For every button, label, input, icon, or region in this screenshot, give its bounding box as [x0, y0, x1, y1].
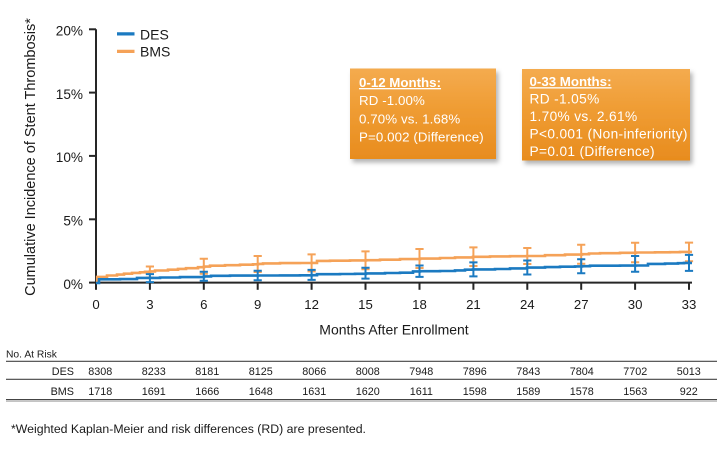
svg-text:8008: 8008 [356, 366, 380, 378]
svg-text:20%: 20% [56, 24, 83, 39]
svg-text:1563: 1563 [623, 386, 647, 398]
svg-text:5%: 5% [63, 214, 83, 229]
svg-text:1.70% vs. 2.61%: 1.70% vs. 2.61% [530, 109, 638, 124]
svg-text:18: 18 [412, 297, 427, 312]
svg-text:1718: 1718 [88, 386, 112, 398]
svg-text:10%: 10% [56, 150, 83, 165]
svg-text:Months After Enrollment: Months After Enrollment [319, 322, 469, 338]
svg-text:1611: 1611 [410, 386, 433, 398]
svg-text:*Weighted Kaplan-Meier and ris: *Weighted Kaplan-Meier and risk differen… [11, 422, 366, 436]
svg-text:RD -1.00%: RD -1.00% [359, 93, 425, 108]
svg-text:1631: 1631 [302, 386, 326, 398]
svg-text:8066: 8066 [302, 366, 326, 378]
svg-text:15: 15 [358, 297, 373, 312]
svg-text:BMS: BMS [140, 43, 170, 59]
svg-text:Cumulative Incidence of Stent: Cumulative Incidence of Stent Thrombosis… [23, 18, 39, 296]
svg-text:0%: 0% [63, 277, 83, 292]
svg-text:7896: 7896 [463, 366, 487, 378]
svg-text:7804: 7804 [570, 366, 594, 378]
svg-text:1578: 1578 [570, 386, 594, 398]
svg-text:0-33 Months:: 0-33 Months: [530, 74, 612, 89]
svg-text:DES: DES [140, 26, 169, 42]
svg-text:24: 24 [520, 297, 535, 312]
svg-text:30: 30 [628, 297, 643, 312]
svg-text:7702: 7702 [623, 366, 647, 378]
svg-text:8181: 8181 [195, 366, 219, 378]
svg-text:12: 12 [304, 297, 319, 312]
svg-text:DES: DES [52, 366, 74, 378]
svg-text:0: 0 [92, 297, 99, 312]
svg-text:27: 27 [574, 297, 589, 312]
svg-text:1666: 1666 [195, 386, 219, 398]
svg-text:0.70% vs. 1.68%: 0.70% vs. 1.68% [359, 111, 460, 126]
svg-text:7843: 7843 [516, 366, 540, 378]
svg-text:1620: 1620 [356, 386, 380, 398]
svg-text:P=0.002 (Difference): P=0.002 (Difference) [359, 130, 484, 145]
svg-text:33: 33 [682, 297, 697, 312]
svg-text:922: 922 [680, 386, 698, 398]
svg-text:8233: 8233 [142, 366, 166, 378]
svg-text:1691: 1691 [142, 386, 166, 398]
svg-text:21: 21 [466, 297, 481, 312]
svg-text:15%: 15% [56, 87, 83, 102]
svg-text:1648: 1648 [249, 386, 273, 398]
svg-text:9: 9 [254, 297, 261, 312]
svg-text:0-12 Months:: 0-12 Months: [359, 75, 441, 90]
svg-text:P=0.01 (Difference): P=0.01 (Difference) [530, 144, 655, 159]
svg-text:No. At Risk: No. At Risk [6, 349, 58, 360]
svg-text:8308: 8308 [88, 366, 112, 378]
svg-text:BMS: BMS [51, 386, 74, 398]
svg-text:3: 3 [146, 297, 153, 312]
svg-text:1598: 1598 [463, 386, 487, 398]
svg-text:RD -1.05%: RD -1.05% [530, 92, 600, 107]
svg-text:1589: 1589 [516, 386, 540, 398]
svg-text:P<0.001 (Non-inferiority): P<0.001 (Non-inferiority) [530, 127, 688, 142]
svg-text:5013: 5013 [677, 366, 701, 378]
svg-text:7948: 7948 [409, 366, 433, 378]
svg-text:6: 6 [200, 297, 207, 312]
svg-text:8125: 8125 [249, 366, 273, 378]
